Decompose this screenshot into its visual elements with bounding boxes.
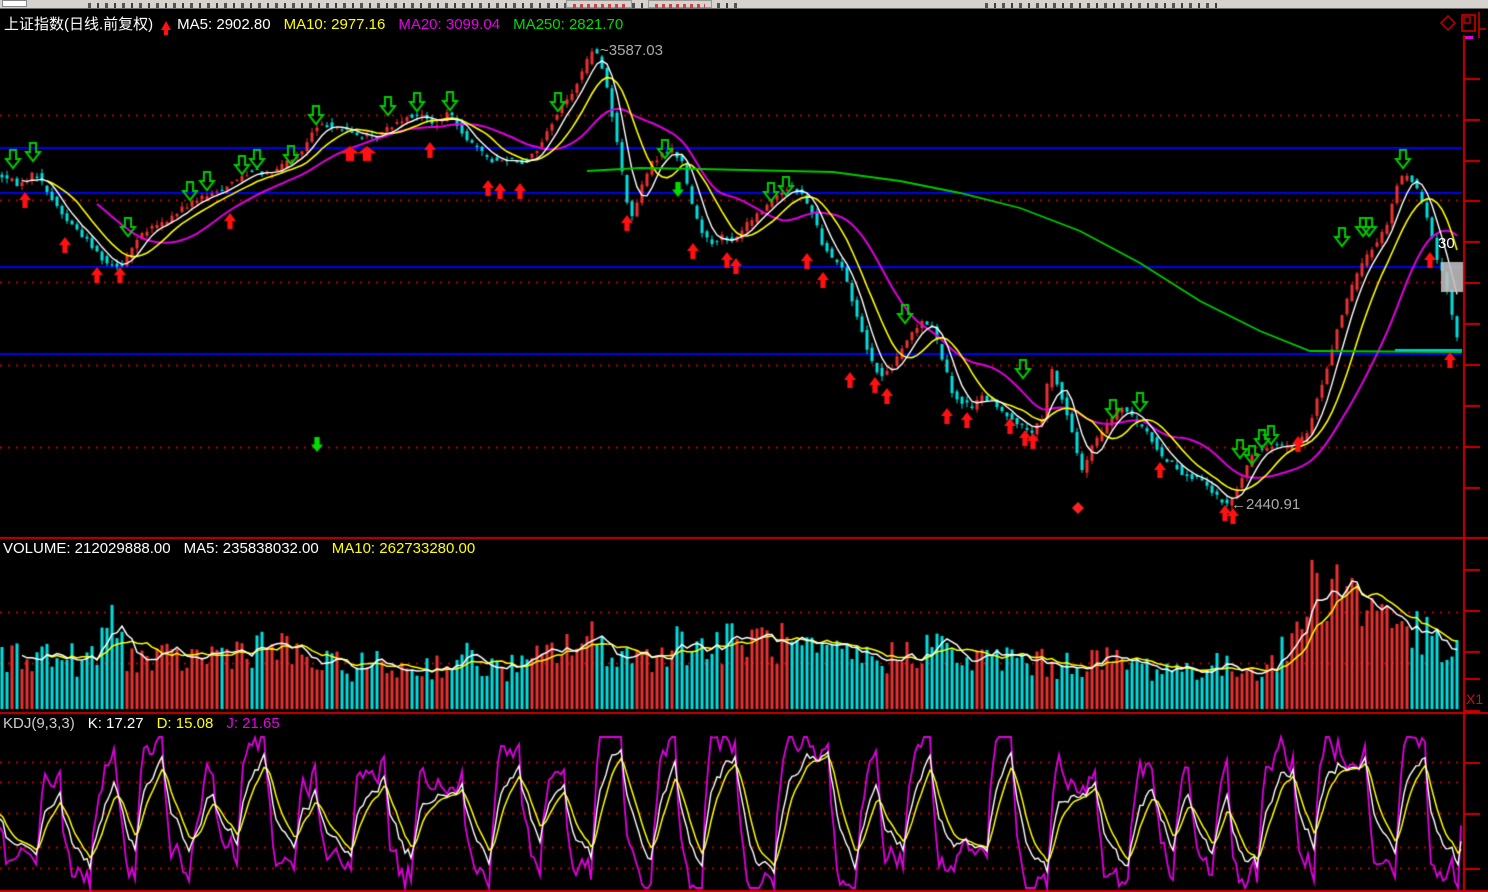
price-annotation-0: ~3587.03 [600, 42, 663, 59]
menu-items-clipped-right[interactable] [985, 3, 1220, 8]
price-annotation-2: 30 [1438, 235, 1455, 252]
pane-controls [1439, 12, 1486, 42]
up-trend-icon [161, 21, 172, 35]
chart-title: 上证指数(日线.前复权) [4, 16, 154, 33]
ma20-value: MA20: 3099.04 [398, 16, 501, 33]
ma10-value: MA10: 2977.16 [283, 16, 386, 33]
kdj-name: KDJ(9,3,3) [3, 715, 75, 732]
window-icon [2, 0, 27, 7]
volume-value: VOLUME: 212029888.00 [3, 540, 171, 557]
menu-bar[interactable] [0, 0, 1488, 9]
kdj-j-value: J: 21.65 [226, 715, 280, 732]
pane-control-icons[interactable] [1439, 12, 1486, 42]
volume-pane-header: VOLUME: 212029888.00 MA5: 235838032.00 MA1… [3, 540, 488, 557]
split-window-icon [1461, 14, 1476, 32]
magenta-marker [1465, 36, 1473, 39]
volume-unit-label: X1 [1466, 691, 1484, 707]
price-pane-header: 上证指数(日线.前复权) MA5: 2902.80 MA10: 2977.16 MA2… [4, 13, 636, 35]
menu-items-clipped[interactable] [88, 3, 738, 8]
ma250-value: MA250: 2821.70 [513, 16, 624, 33]
toolbar-button-2[interactable] [648, 0, 712, 8]
diamond-icon [1439, 14, 1457, 32]
kdj-k-value: K: 17.27 [87, 715, 144, 732]
ma5-value: MA5: 2902.80 [177, 16, 271, 33]
toolbar-button-1[interactable] [566, 0, 632, 8]
volume-ma10-value: MA10: 262733280.00 [331, 540, 476, 557]
kdj-pane-header: KDJ(9,3,3) K: 17.27 D: 15.08 J: 21.65 [3, 715, 293, 732]
kdj-d-value: D: 15.08 [156, 715, 214, 732]
price-annotation-1: ←2440.91 [1231, 496, 1301, 513]
volume-ma5-value: MA5: 235838032.00 [183, 540, 319, 557]
